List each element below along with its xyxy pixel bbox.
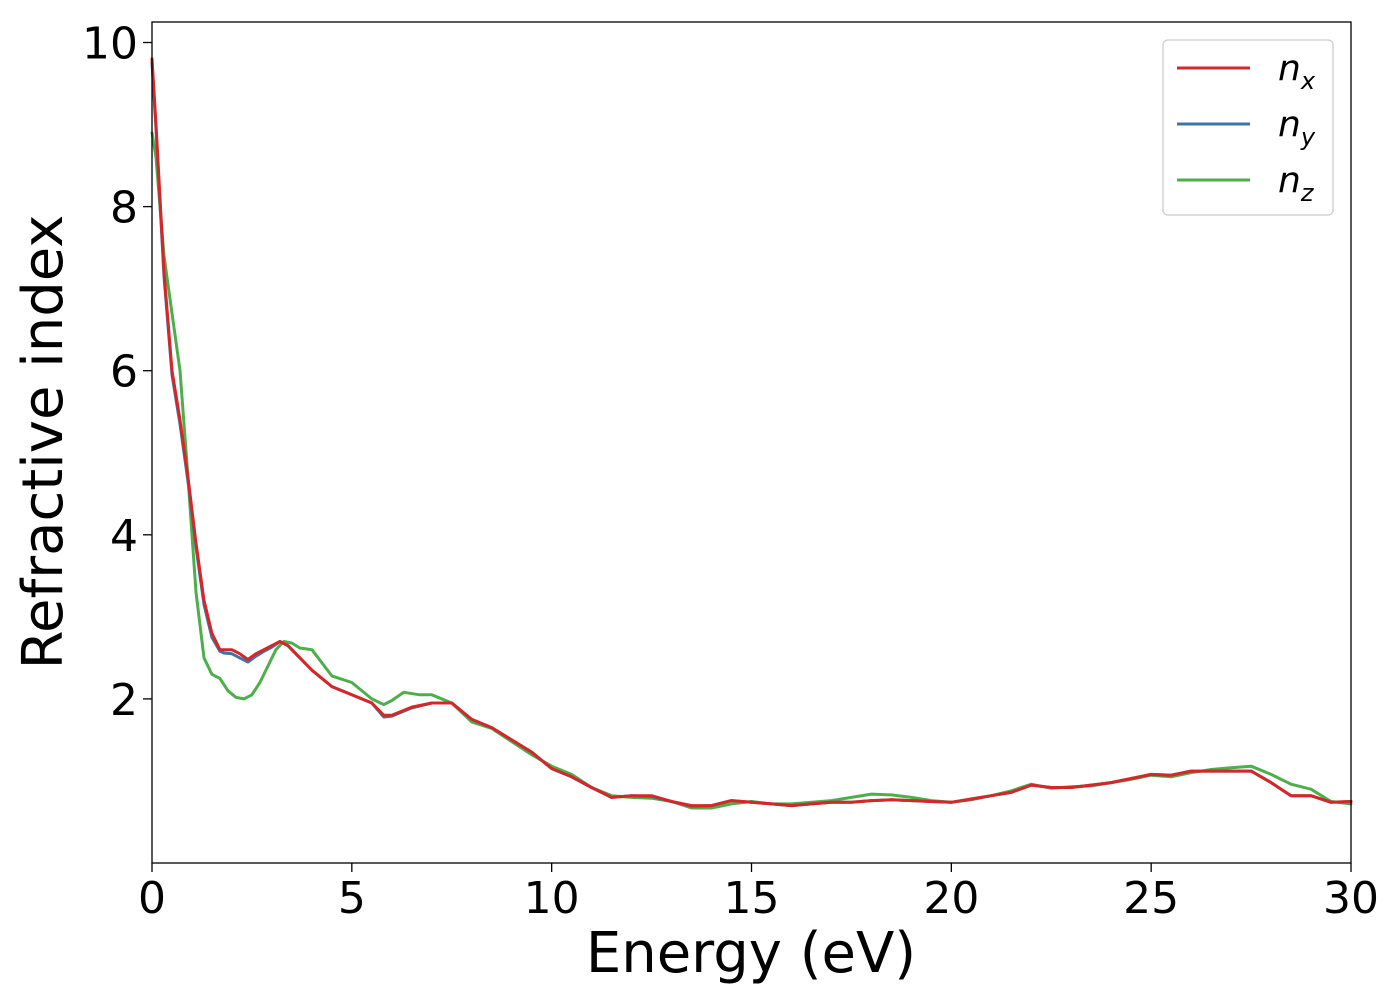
y-axis-ticks: 2 4 6 8 10 (82, 19, 152, 726)
x-tick-label: 30 (1323, 873, 1379, 924)
series-layer (150, 57, 1353, 810)
x-tick-label: 20 (923, 873, 979, 924)
x-tick-label: 5 (338, 873, 366, 924)
x-tick-label: 15 (724, 873, 780, 924)
y-tick-label: 4 (110, 511, 138, 562)
y-tick-label: 2 (110, 675, 138, 726)
x-tick-label: 10 (524, 873, 580, 924)
y-tick-label: 6 (110, 347, 138, 398)
legend-label-y: ny (1278, 104, 1316, 151)
y-tick-label: 8 (110, 183, 138, 234)
y-axis-label: Refractive index (11, 215, 76, 670)
x-axis-ticks: 0 5 10 15 20 25 30 (138, 863, 1379, 924)
x-tick-label: 0 (138, 873, 166, 924)
x-axis-label: Energy (eV) (586, 921, 916, 986)
legend-box (1162, 39, 1334, 216)
legend-label-x: nx (1278, 48, 1316, 95)
x-tick-label: 25 (1123, 873, 1179, 924)
y-tick-label: 10 (82, 19, 138, 70)
series-line-x (150, 57, 1353, 808)
